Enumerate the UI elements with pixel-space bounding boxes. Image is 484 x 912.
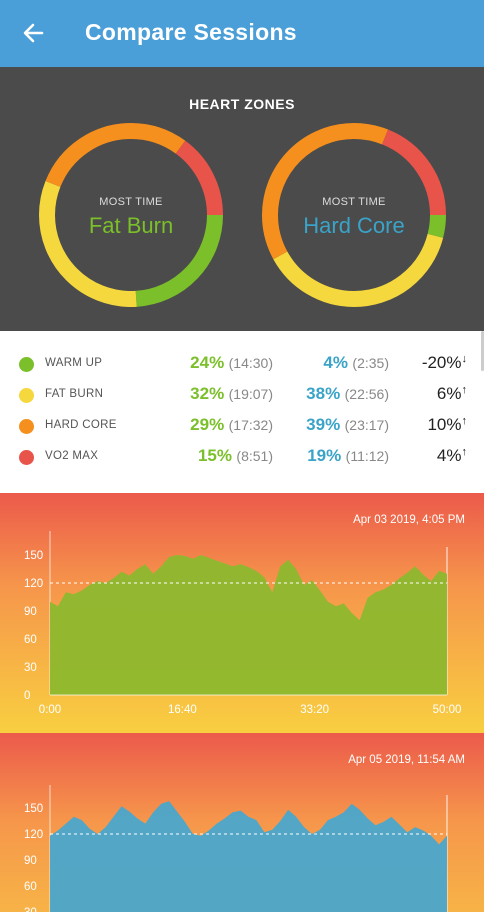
zone-segment-hard-core — [262, 123, 446, 307]
session2-percent: 4% — [323, 353, 348, 372]
zone-segment-fat-burn — [262, 123, 446, 307]
legend-row-vo2-max: VO2 MAX 15% (8:51) 19% (11:12) 4%↑ — [0, 443, 484, 473]
session1-percent: 29% — [190, 415, 225, 434]
y-tick-label: 120 — [24, 829, 43, 841]
page-title: Compare Sessions — [85, 19, 297, 45]
arrow-up-icon: ↑ — [461, 415, 468, 427]
zone-color-dot — [19, 357, 34, 372]
session1-duration: (8:51) — [236, 448, 273, 464]
session1-duration: (14:30) — [228, 355, 273, 371]
session2-chart-svg: 30 60 90 120 150 — [24, 785, 448, 912]
back-button[interactable] — [16, 14, 52, 50]
y-tick-label: 60 — [24, 881, 37, 893]
y-tick-label: 0 — [24, 690, 30, 702]
session1-heart-rate-chart: Apr 03 2019, 4:05 PM 0 30 60 90 120 150 0:00 16… — [0, 493, 484, 733]
zone-name: FAT BURN — [45, 388, 104, 400]
y-tick-label: 30 — [24, 662, 37, 674]
most-time-zone-left: Fat Burn — [89, 213, 173, 238]
heart-zones-panel: HEART ZONES MOST TIME Fat Burn MOST TIME… — [0, 67, 484, 331]
session1-duration: (19:07) — [228, 386, 273, 402]
zone-segment-vo2-max — [262, 123, 446, 307]
heart-rate-area — [50, 801, 447, 912]
most-time-caption-right: MOST TIME — [322, 196, 385, 208]
zone-delta: 10% — [427, 415, 462, 434]
scrollbar[interactable] — [481, 331, 484, 371]
session2-percent: 19% — [307, 446, 342, 465]
session2-timestamp: Apr 05 2019, 11:54 AM — [348, 754, 465, 766]
zone-color-dot — [19, 419, 34, 434]
y-tick-label: 90 — [24, 855, 37, 867]
x-tick-label: 50:00 — [433, 704, 462, 716]
most-time-zone-right: Hard Core — [303, 213, 404, 238]
zone-color-dot — [19, 388, 34, 403]
session2-duration: (2:35) — [352, 355, 389, 371]
zone-delta: 4% — [436, 446, 462, 465]
y-tick-label: 60 — [24, 634, 37, 646]
session2-duration: (11:12) — [345, 448, 389, 464]
session1-timestamp: Apr 03 2019, 4:05 PM — [353, 514, 465, 526]
zone-color-dot — [19, 450, 34, 465]
most-time-caption-left: MOST TIME — [99, 196, 162, 208]
heart-zones-title: HEART ZONES — [189, 96, 295, 112]
session1-percent: 32% — [190, 384, 225, 403]
session1-percent: 24% — [190, 353, 225, 372]
app-bar: Compare Sessions — [0, 0, 484, 67]
session1-chart-svg: 0 30 60 90 120 150 0:00 16:40 33:20 50:00 — [24, 531, 462, 716]
arrow-down-icon: ↓ — [461, 353, 468, 365]
zone-delta: -20% — [421, 353, 462, 372]
arrow-up-icon: ↑ — [461, 384, 468, 396]
zone-legend: WARM UP 24% (14:30) 4% (2:35) -20%↓ FAT … — [0, 331, 484, 493]
heart-rate-area — [50, 555, 447, 695]
legend-row-warm-up: WARM UP 24% (14:30) 4% (2:35) -20%↓ — [0, 350, 484, 380]
zone-segment-vo2-max — [39, 123, 223, 307]
y-tick-label: 90 — [24, 606, 37, 618]
zone-delta: 6% — [436, 384, 462, 403]
arrow-up-icon: ↑ — [461, 446, 468, 458]
donut-left: MOST TIME Fat Burn — [39, 123, 223, 307]
session2-percent: 38% — [306, 384, 341, 403]
y-tick-label: 30 — [24, 907, 37, 912]
zone-name: WARM UP — [45, 357, 103, 369]
zone-name: HARD CORE — [45, 419, 117, 431]
x-tick-label: 0:00 — [39, 704, 61, 716]
session2-heart-rate-chart: Apr 05 2019, 11:54 AM 30 60 90 120 150 — [0, 733, 484, 912]
y-tick-label: 150 — [24, 803, 43, 815]
session2-duration: (22:56) — [344, 386, 389, 402]
donut-right: MOST TIME Hard Core — [262, 123, 446, 307]
session1-duration: (17:32) — [228, 417, 273, 433]
zone-segment-hard-core — [39, 123, 223, 307]
x-tick-label: 33:20 — [300, 704, 329, 716]
zone-segment-fat-burn — [39, 123, 223, 307]
y-tick-label: 120 — [24, 578, 43, 590]
session2-duration: (23:17) — [344, 417, 389, 433]
session2-percent: 39% — [306, 415, 341, 434]
legend-row-fat-burn: FAT BURN 32% (19:07) 38% (22:56) 6%↑ — [0, 381, 484, 411]
arrow-left-icon — [23, 23, 44, 43]
x-tick-label: 16:40 — [168, 704, 197, 716]
zone-name: VO2 MAX — [45, 450, 99, 462]
session1-percent: 15% — [197, 446, 232, 465]
y-tick-label: 150 — [24, 550, 43, 562]
legend-row-hard-core: HARD CORE 29% (17:32) 39% (23:17) 10%↑ — [0, 412, 484, 442]
